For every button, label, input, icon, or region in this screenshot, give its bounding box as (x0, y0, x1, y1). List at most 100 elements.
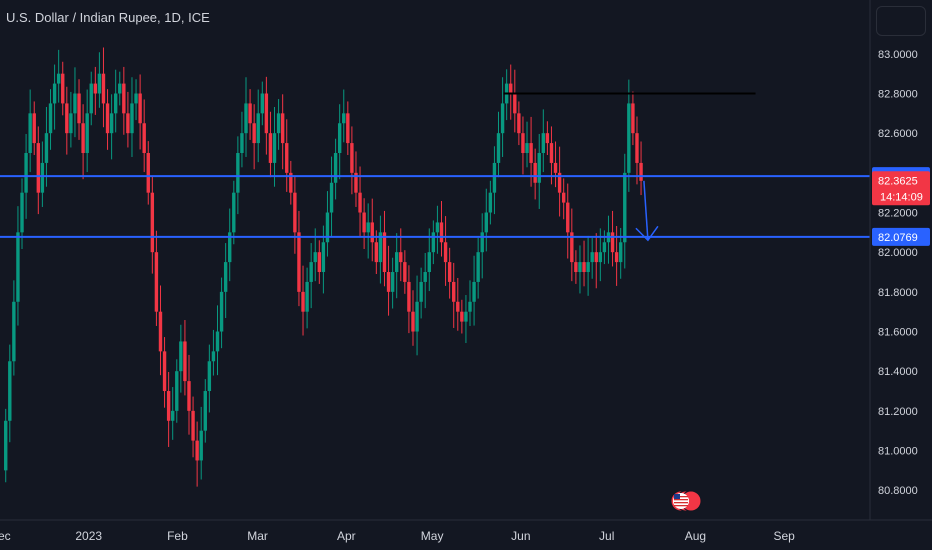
candle-body (8, 361, 12, 421)
candle-body (118, 83, 122, 94)
candle-body (134, 93, 138, 104)
candle-body (154, 252, 159, 312)
candle-body (496, 133, 501, 163)
candle-body (386, 272, 391, 292)
candle-body (570, 232, 574, 263)
candle-body (407, 281, 411, 312)
level-price-label: 82.0769 (878, 232, 918, 244)
candle-body (69, 113, 73, 134)
candle-body (350, 143, 354, 173)
candle-body (394, 252, 399, 273)
candle-body (130, 103, 134, 134)
candle-body (545, 133, 550, 144)
arrow-head (635, 225, 659, 242)
candle-body (480, 232, 484, 253)
candle-body (313, 252, 317, 263)
candle-body (138, 93, 142, 124)
candle-body (529, 143, 533, 163)
x-tick-label: Mar (247, 529, 268, 543)
candle-body (635, 133, 639, 163)
y-tick-label: 81.6000 (878, 327, 918, 339)
candle-body (309, 262, 313, 282)
candle-body (362, 212, 366, 233)
candle-body (16, 232, 20, 302)
candle-body (264, 93, 269, 134)
candle-body (293, 192, 297, 233)
candle-body (12, 301, 16, 362)
current-price-label: 82.3625 (878, 175, 918, 187)
candle-body (158, 311, 163, 352)
candle-body (228, 232, 232, 263)
candle-body (280, 113, 285, 144)
candle-body (142, 123, 146, 154)
candle-body (73, 93, 77, 114)
x-tick-label: Feb (167, 529, 188, 543)
candle-body (81, 123, 85, 154)
candle-body (614, 252, 619, 263)
y-tick-label: 82.0000 (878, 247, 918, 259)
candle-body (598, 252, 603, 263)
candle-body (566, 202, 570, 233)
candle-body (435, 222, 440, 233)
candle-body (627, 103, 631, 173)
candle-body (525, 143, 529, 154)
candle-body (370, 222, 374, 243)
candle-body (366, 222, 370, 233)
candle-body (122, 83, 126, 114)
candle-body (301, 291, 305, 312)
candle-body (610, 232, 615, 253)
flag-stripe (674, 496, 688, 498)
candle-body (639, 162, 643, 181)
candle-body (468, 301, 472, 312)
levels (0, 92, 870, 242)
flag-canton (674, 494, 680, 499)
candle-body (513, 93, 517, 114)
level-price-tag (872, 227, 930, 246)
layout-button[interactable] (876, 6, 926, 36)
candle-body (183, 341, 187, 382)
candle-body (382, 232, 387, 273)
candle-body (223, 262, 228, 292)
candle-body (423, 272, 427, 282)
candle-body (289, 172, 293, 193)
candle-body (248, 103, 252, 124)
countdown-timer: 14:14:09 (880, 191, 923, 203)
arrow-shaft (643, 180, 649, 241)
candle-body (456, 301, 460, 312)
candle-body (623, 172, 627, 243)
candle-body (337, 123, 342, 154)
candle-body (325, 212, 330, 243)
candle-body (109, 113, 114, 134)
candle-body (219, 291, 224, 332)
flag-stripe (674, 499, 688, 501)
candle-body (452, 281, 456, 302)
x-tick-label: Jun (511, 529, 530, 543)
y-axis: 83.000082.800082.600082.400082.200082.00… (869, 0, 918, 520)
candle-body (276, 113, 281, 134)
candle-body (476, 252, 480, 282)
chart-title: U.S. Dollar / Indian Rupee, 1D, ICE (6, 10, 210, 25)
candle-body (65, 103, 69, 134)
candle-body (460, 311, 464, 322)
candle-body (97, 73, 102, 94)
candle-body (199, 430, 203, 461)
candle-body (166, 391, 171, 421)
candle-body (171, 410, 175, 421)
candle-body (32, 113, 36, 144)
candle-body (297, 232, 301, 292)
candle-body (427, 252, 431, 273)
x-tick-label: Sep (773, 529, 795, 543)
y-tick-label: 82.2000 (878, 208, 918, 220)
candle-body (541, 133, 546, 154)
candle-body (500, 103, 505, 134)
candle-body (175, 371, 179, 411)
candle-body (240, 133, 244, 154)
candle-body (101, 73, 106, 104)
candle-body (553, 162, 558, 173)
candle-body (631, 103, 635, 134)
x-tick-label: Jul (599, 529, 614, 543)
candle-body (215, 331, 220, 352)
candle-body (260, 93, 264, 114)
